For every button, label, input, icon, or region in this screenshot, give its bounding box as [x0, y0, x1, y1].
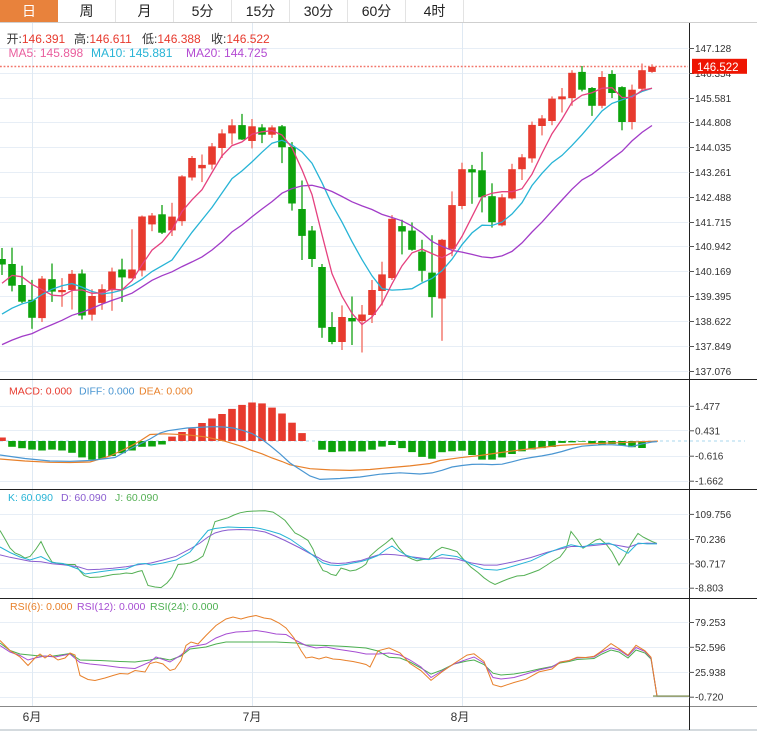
svg-text:D: 60.090: D: 60.090 [61, 492, 107, 504]
svg-text:开:146.391: 开:146.391 [7, 32, 66, 46]
svg-text:MA5: 145.898: MA5: 145.898 [9, 46, 84, 60]
svg-text:79.253: 79.253 [695, 618, 726, 629]
svg-text:137.849: 137.849 [695, 342, 732, 353]
svg-text:MA20: 144.725: MA20: 144.725 [186, 46, 268, 60]
svg-text:DIFF: 0.000: DIFF: 0.000 [79, 386, 135, 398]
svg-text:143.261: 143.261 [695, 168, 732, 179]
svg-text:-8.803: -8.803 [695, 584, 724, 595]
svg-text:-0.616: -0.616 [695, 452, 724, 463]
svg-text:142.488: 142.488 [695, 193, 732, 204]
svg-text:RSI(6): 0.000: RSI(6): 0.000 [10, 601, 73, 613]
svg-text:140.942: 140.942 [695, 242, 732, 253]
svg-text:7月: 7月 [243, 710, 262, 724]
svg-text:8月: 8月 [451, 710, 470, 724]
svg-text:138.622: 138.622 [695, 317, 732, 328]
svg-text:70.236: 70.236 [695, 535, 726, 546]
svg-text:低:146.388: 低:146.388 [142, 32, 201, 46]
svg-text:6月: 6月 [23, 710, 42, 724]
svg-text:RSI(12): 0.000: RSI(12): 0.000 [77, 601, 145, 613]
svg-text:RSI(24): 0.000: RSI(24): 0.000 [150, 601, 218, 613]
svg-text:1.477: 1.477 [695, 402, 720, 413]
svg-text:MA10: 145.881: MA10: 145.881 [91, 46, 173, 60]
svg-text:25.938: 25.938 [695, 668, 726, 679]
svg-text:141.715: 141.715 [695, 218, 732, 229]
svg-text:137.076: 137.076 [695, 367, 732, 378]
svg-text:MACD: 0.000: MACD: 0.000 [9, 386, 72, 398]
svg-text:139.395: 139.395 [695, 292, 732, 303]
svg-text:146.354: 146.354 [695, 69, 732, 80]
svg-text:DEA: 0.000: DEA: 0.000 [139, 386, 193, 398]
svg-text:K: 60.090: K: 60.090 [8, 492, 53, 504]
svg-text:145.581: 145.581 [695, 94, 732, 105]
svg-text:30.717: 30.717 [695, 559, 726, 570]
svg-text:0.431: 0.431 [695, 426, 720, 437]
svg-text:52.596: 52.596 [695, 643, 726, 654]
svg-text:J: 60.090: J: 60.090 [115, 492, 158, 504]
svg-text:收:146.522: 收:146.522 [211, 32, 270, 46]
svg-text:109.756: 109.756 [695, 510, 732, 521]
svg-text:140.169: 140.169 [695, 267, 732, 278]
svg-text:144.035: 144.035 [695, 143, 732, 154]
svg-text:-0.720: -0.720 [695, 693, 724, 704]
svg-text:-1.662: -1.662 [695, 477, 724, 488]
svg-text:146.522: 146.522 [697, 62, 739, 74]
svg-text:高:146.611: 高:146.611 [74, 31, 132, 46]
svg-text:144.808: 144.808 [695, 118, 732, 129]
svg-text:147.128: 147.128 [695, 44, 732, 55]
